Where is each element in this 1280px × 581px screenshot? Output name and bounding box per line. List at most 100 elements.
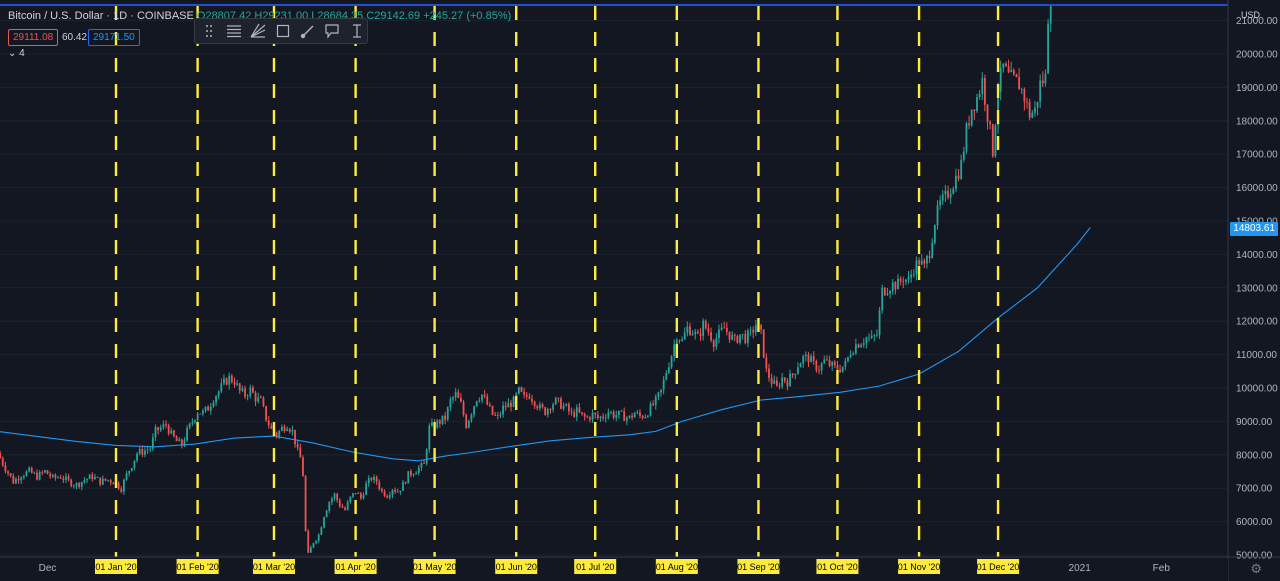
candle-body xyxy=(441,415,444,424)
candle-body xyxy=(962,151,965,160)
drag-handle-icon[interactable] xyxy=(199,20,220,42)
candle-body xyxy=(428,425,431,450)
price-axis-label: 20000.00 xyxy=(1236,50,1278,61)
candle-body xyxy=(38,471,41,480)
candle-body xyxy=(331,498,333,503)
candle-body xyxy=(404,482,407,484)
candle-body xyxy=(396,491,399,493)
candle-body xyxy=(1020,89,1023,91)
candle-body xyxy=(507,402,510,408)
candle-body xyxy=(394,489,396,492)
candle-body xyxy=(504,405,507,408)
month-label-bg xyxy=(977,559,1020,574)
candle-body xyxy=(596,414,599,419)
text-cursor-icon[interactable] xyxy=(346,20,367,42)
candle-body xyxy=(644,416,647,418)
candle-body xyxy=(149,448,152,450)
candle-body xyxy=(49,474,52,477)
rectangle-icon[interactable] xyxy=(273,20,294,42)
indicator-count: 4 xyxy=(19,48,25,59)
candle-body xyxy=(818,370,820,371)
candle-body xyxy=(17,478,20,481)
price-axis-label: 5000.00 xyxy=(1236,551,1273,562)
candle-body xyxy=(633,413,636,418)
candle-body xyxy=(570,411,573,413)
candle-body xyxy=(720,327,723,330)
candle-body xyxy=(307,530,310,553)
candle-body xyxy=(252,387,254,393)
candle-body xyxy=(141,449,144,455)
candle-body xyxy=(944,190,947,195)
candle-body xyxy=(541,404,544,408)
candle-body xyxy=(346,502,349,510)
candle-body xyxy=(731,334,734,340)
fib-icon[interactable] xyxy=(248,20,269,42)
candle-body xyxy=(496,415,499,416)
month-label-bg xyxy=(95,559,137,574)
month-label: 01 Nov '20 xyxy=(898,562,941,572)
candle-body xyxy=(423,463,425,464)
candle-body xyxy=(646,415,649,417)
candle-body xyxy=(333,493,336,499)
month-label: 01 Aug '20 xyxy=(656,562,698,572)
month-label-bg xyxy=(176,559,219,574)
month-label: 01 Jan '20 xyxy=(95,562,136,572)
drawing-toolbar xyxy=(194,18,368,44)
candle-body xyxy=(207,406,210,411)
callout-icon[interactable] xyxy=(322,20,343,42)
candle-body xyxy=(826,359,828,361)
candle-body xyxy=(752,329,755,333)
candle-body xyxy=(265,406,267,421)
indicators-toggle[interactable]: ⌄ 4 xyxy=(8,48,25,59)
candle-body xyxy=(852,353,855,355)
candle-body xyxy=(425,449,428,464)
candle-body xyxy=(862,343,865,345)
brush-icon[interactable] xyxy=(297,20,318,42)
candle-body xyxy=(233,381,236,385)
candle-body xyxy=(891,282,894,292)
candle-body xyxy=(46,470,49,475)
candle-body xyxy=(973,109,976,112)
candle-body xyxy=(457,392,460,398)
candle-body xyxy=(317,534,320,541)
month-label-bg xyxy=(574,559,617,574)
candle-body xyxy=(960,159,963,179)
candle-body xyxy=(733,334,736,336)
candle-body xyxy=(201,410,204,414)
candle-body xyxy=(278,430,281,437)
candle-body xyxy=(926,256,928,264)
candle-body xyxy=(117,482,120,489)
candle-body xyxy=(209,406,212,411)
candle-body xyxy=(636,412,639,414)
candle-body xyxy=(436,420,439,428)
candle-body xyxy=(668,367,670,373)
candle-body xyxy=(130,468,133,471)
candle-body xyxy=(388,494,391,498)
candle-body xyxy=(104,478,107,481)
candle-body xyxy=(894,282,897,290)
candle-body xyxy=(707,328,710,333)
candle-body xyxy=(802,355,805,364)
candle-body xyxy=(446,407,449,420)
buy-price-button[interactable]: 29171.50 xyxy=(88,29,140,46)
candle-body xyxy=(797,367,799,374)
candle-body xyxy=(694,331,697,335)
candle-body xyxy=(312,543,315,548)
candle-body xyxy=(615,414,618,418)
gear-icon[interactable]: ⚙ xyxy=(1250,561,1262,576)
candle-body xyxy=(249,387,252,396)
sell-price-button[interactable]: 29111.08 xyxy=(8,29,59,46)
candle-body xyxy=(562,405,565,409)
lines-icon[interactable] xyxy=(224,20,245,42)
candle-body xyxy=(99,477,102,485)
candle-body xyxy=(957,175,960,179)
candle-body xyxy=(122,479,125,492)
candle-body xyxy=(889,291,892,294)
candle-body xyxy=(212,402,215,407)
symbol-title[interactable]: Bitcoin / U.S. Dollar · 1D · COINBASE xyxy=(8,10,194,22)
candle-body xyxy=(1044,73,1047,84)
currency-label[interactable]: USD xyxy=(1240,10,1260,20)
candle-body xyxy=(715,338,718,347)
price-axis-panel[interactable] xyxy=(1228,0,1280,581)
